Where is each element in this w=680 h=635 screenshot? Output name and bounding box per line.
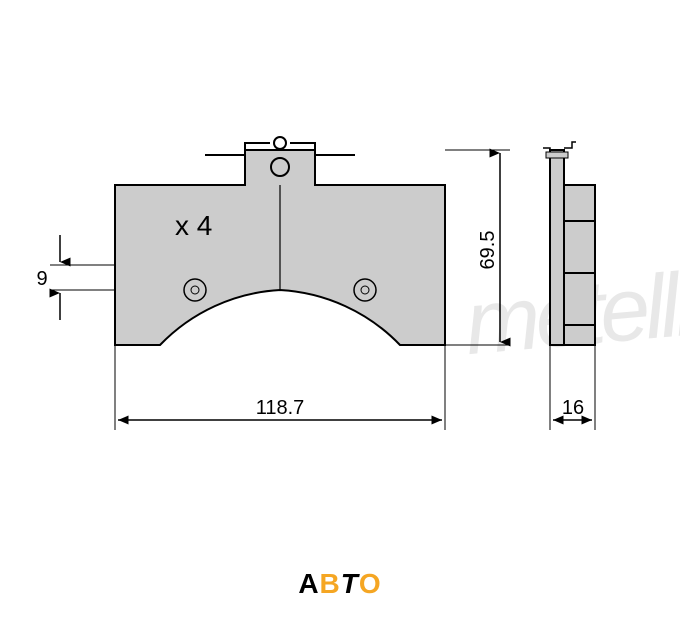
- dim-clip: 9: [36, 235, 115, 320]
- dim-height: 69.5: [445, 150, 510, 345]
- technical-drawing-svg: x 4 118.7 9 69.5 16: [0, 0, 680, 630]
- dim-width-value: 118.7: [256, 397, 305, 419]
- diagram-canvas: x 4 118.7 9 69.5 16: [0, 0, 680, 630]
- side-view: [543, 142, 595, 345]
- dim-clip-value: 9: [36, 268, 47, 290]
- front-view: [115, 137, 445, 345]
- dim-width: 118.7: [115, 345, 445, 430]
- dim-thickness: 16: [550, 345, 595, 430]
- qty-label: x 4: [175, 210, 212, 241]
- dim-thickness-value: 16: [562, 397, 584, 419]
- dim-height-value: 69.5: [477, 231, 499, 270]
